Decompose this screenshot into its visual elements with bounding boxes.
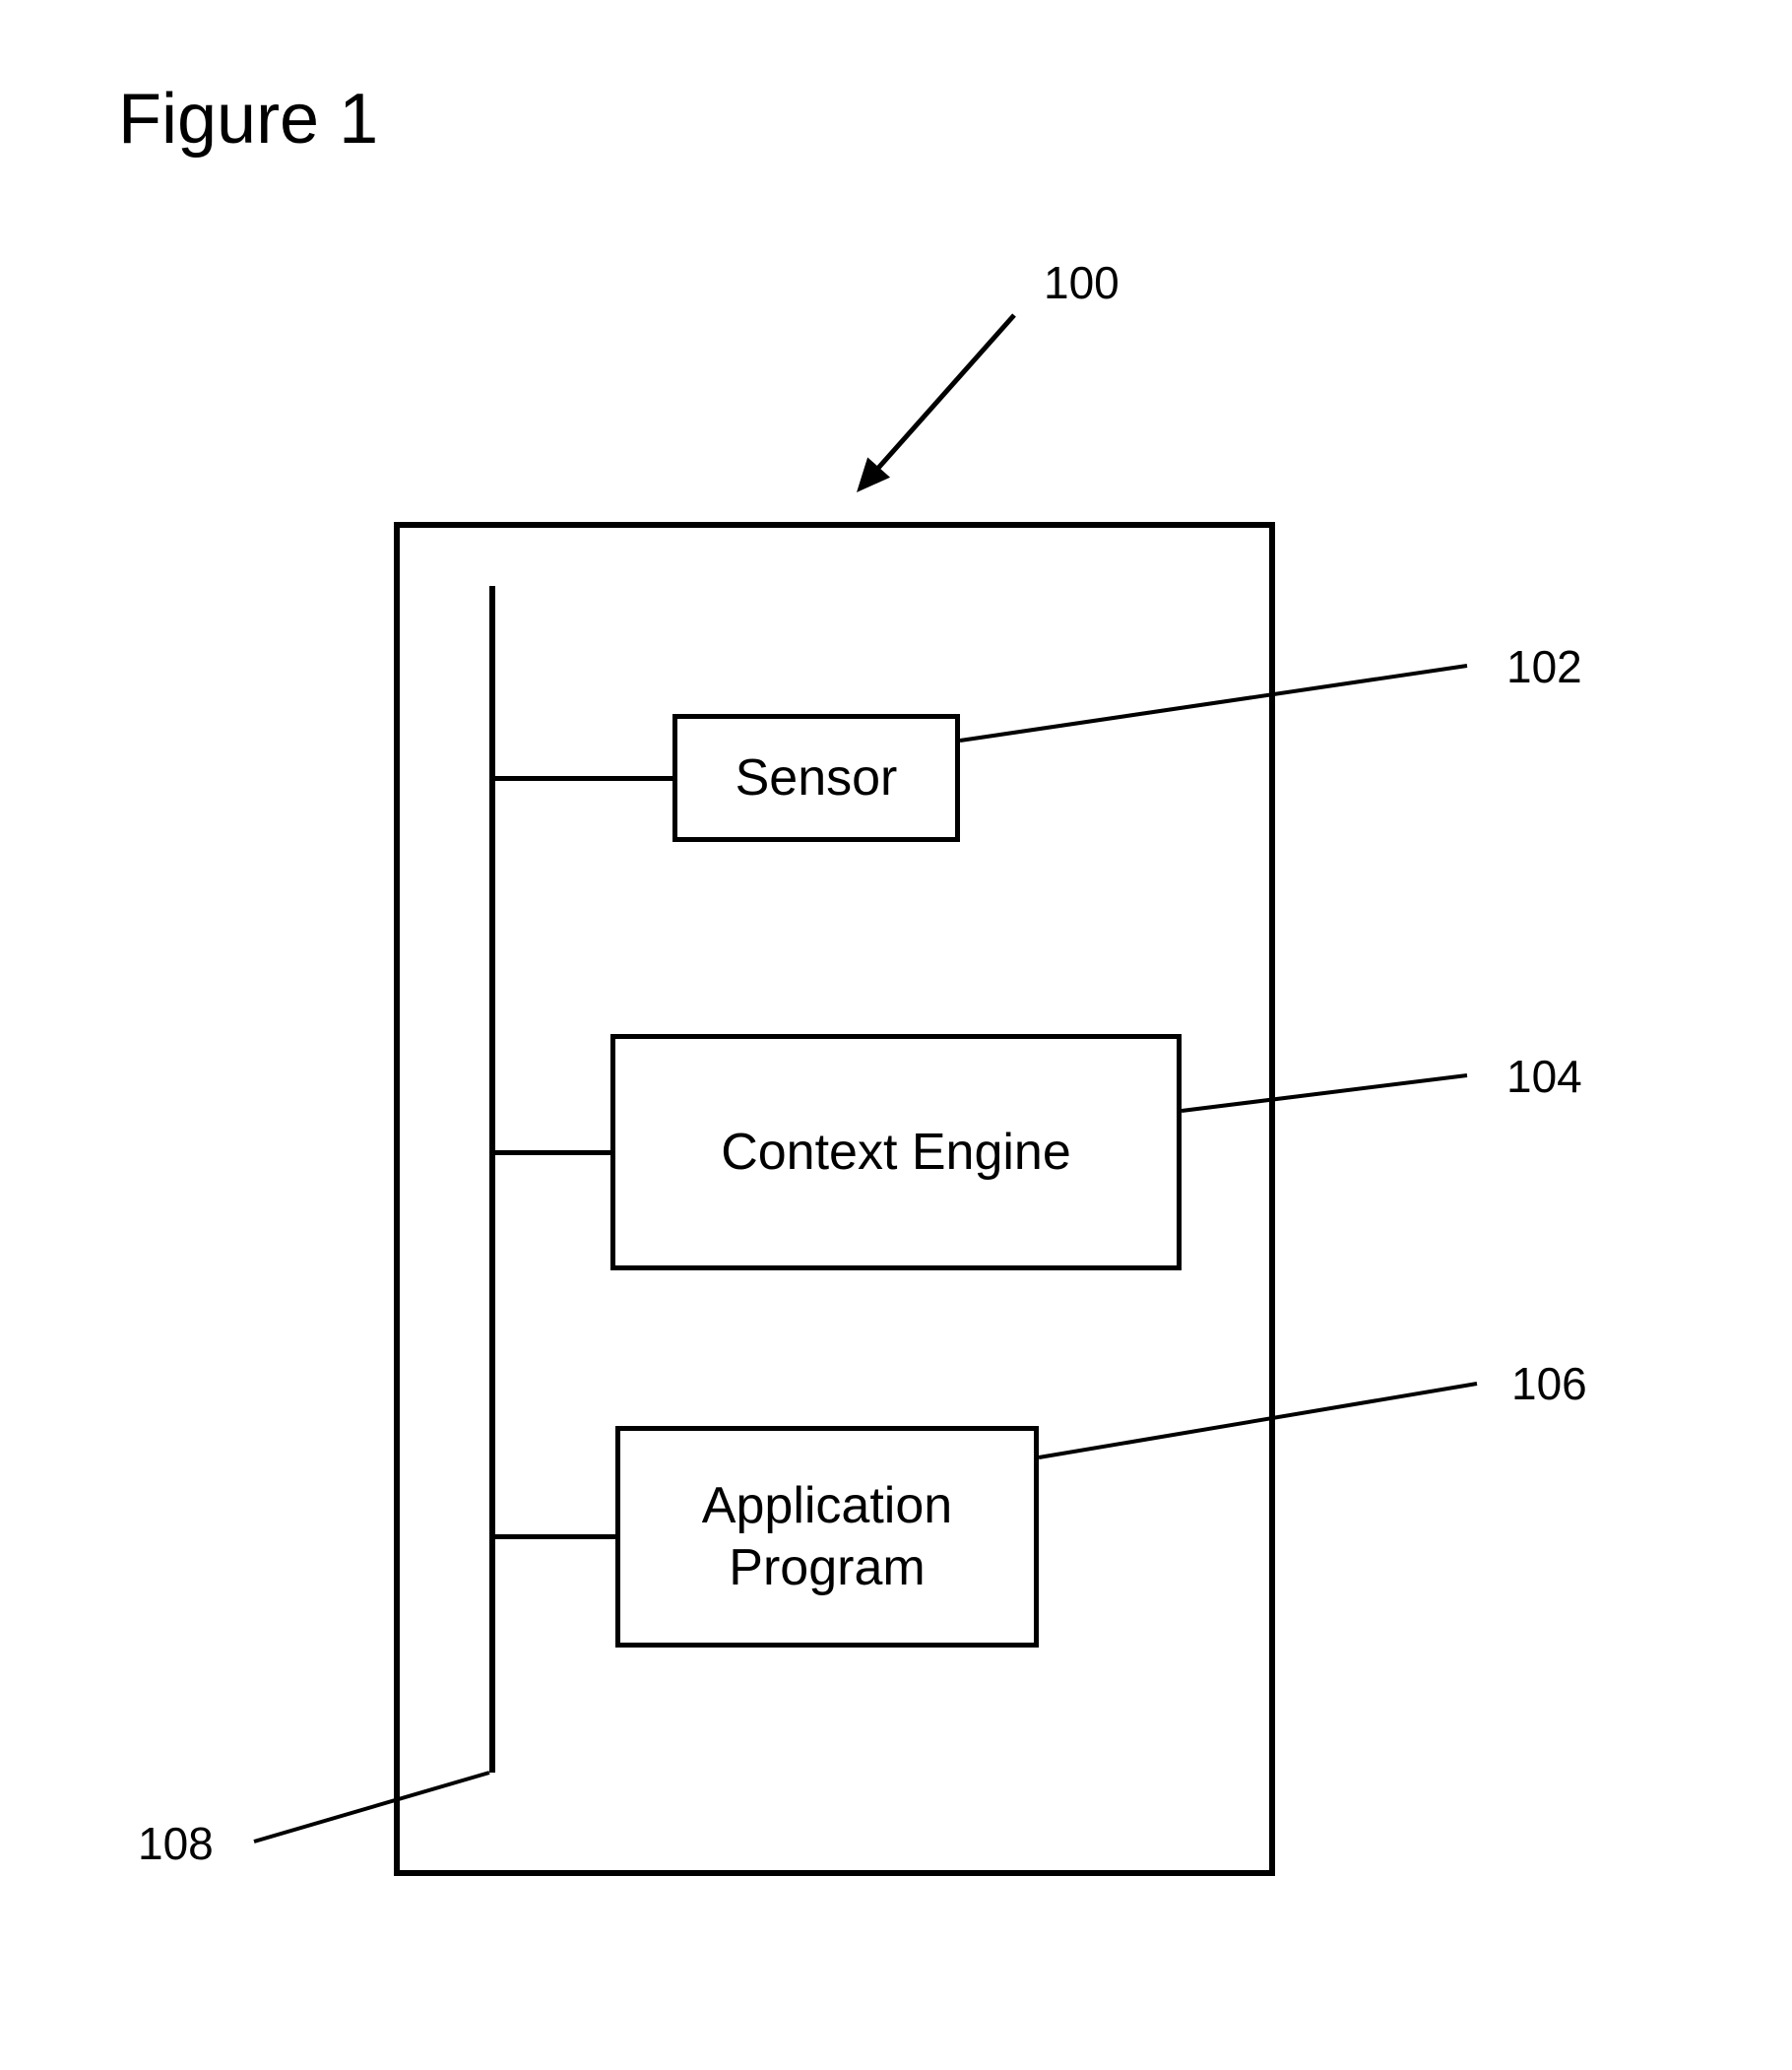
application-program-label: Application Program	[702, 1475, 952, 1598]
sensor-box: Sensor	[672, 714, 960, 842]
callout-label-100: 100	[1044, 256, 1120, 309]
bus-line	[489, 586, 495, 1773]
callout-label-108: 108	[138, 1817, 214, 1870]
context-engine-label: Context Engine	[721, 1122, 1071, 1183]
callout-label-104: 104	[1506, 1050, 1582, 1103]
sensor-label: Sensor	[736, 747, 898, 809]
arrow-100	[819, 278, 1052, 530]
connector-sensor	[495, 776, 672, 781]
callout-label-106: 106	[1511, 1357, 1587, 1410]
context-engine-box: Context Engine	[610, 1034, 1182, 1270]
diagram-canvas: Figure 1 Sensor 102 Context Engine 104 A…	[0, 0, 1792, 2070]
application-program-box: Application Program	[615, 1426, 1039, 1648]
connector-application-program	[495, 1534, 615, 1539]
figure-title: Figure 1	[118, 79, 378, 160]
callout-label-102: 102	[1506, 640, 1582, 693]
connector-context-engine	[495, 1150, 610, 1155]
